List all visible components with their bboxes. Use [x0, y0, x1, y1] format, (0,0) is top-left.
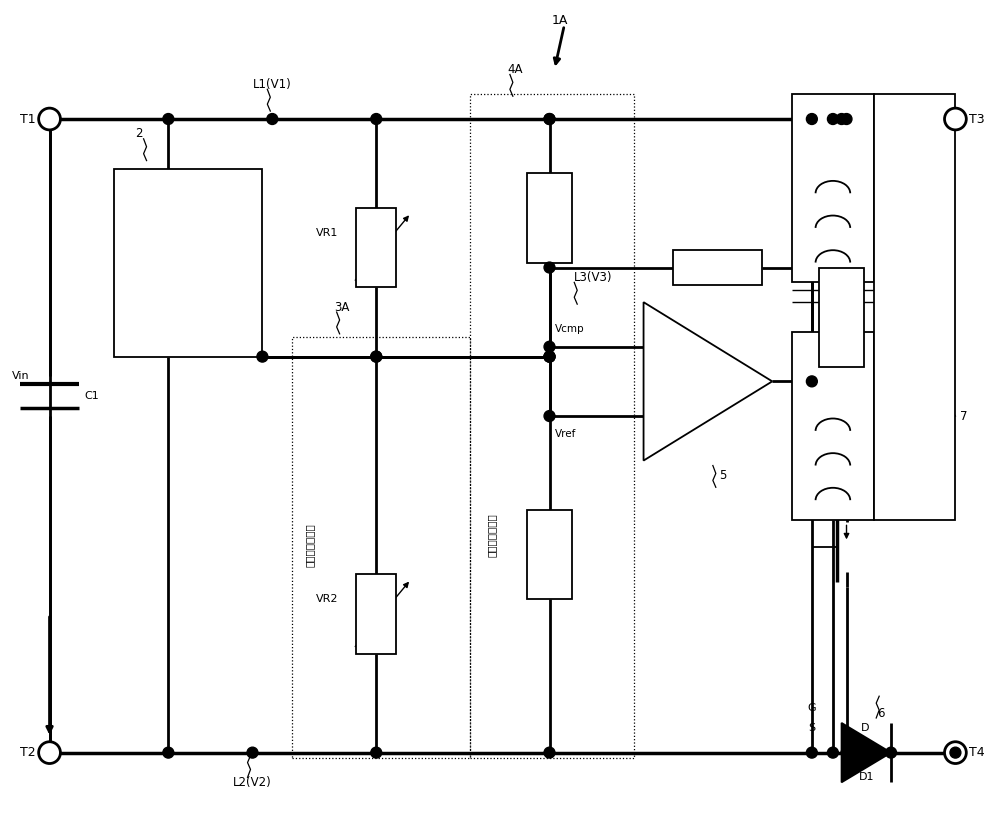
Circle shape: [371, 351, 382, 362]
Circle shape: [827, 747, 838, 758]
Circle shape: [39, 108, 60, 130]
Text: Out: Out: [200, 339, 216, 349]
Circle shape: [371, 114, 382, 125]
Text: 电压: 电压: [181, 251, 196, 264]
Text: 5: 5: [719, 469, 726, 482]
Text: 7: 7: [960, 410, 968, 422]
Polygon shape: [842, 723, 891, 782]
Text: 3A: 3A: [334, 301, 349, 314]
Circle shape: [836, 114, 847, 125]
Text: T4: T4: [969, 747, 985, 759]
Bar: [356, 574, 396, 654]
Text: R3: R3: [542, 212, 557, 225]
Text: T1: T1: [20, 113, 36, 125]
Circle shape: [163, 747, 174, 758]
Text: VR1: VR1: [316, 228, 339, 238]
Bar: [673, 250, 762, 285]
Circle shape: [827, 114, 838, 125]
Circle shape: [267, 114, 278, 125]
Circle shape: [806, 376, 817, 387]
Text: 基准电位生成部: 基准电位生成部: [305, 522, 315, 567]
Text: L2(V2): L2(V2): [233, 776, 272, 789]
Circle shape: [544, 351, 555, 362]
Circle shape: [806, 114, 817, 125]
Bar: [874, 94, 955, 520]
Text: L1(V1): L1(V1): [253, 78, 292, 91]
Text: 固定: 固定: [181, 222, 196, 234]
Circle shape: [39, 742, 60, 763]
Text: Vref: Vref: [554, 429, 576, 439]
Bar: [819, 268, 864, 366]
Circle shape: [886, 747, 897, 758]
Text: L3(V3): L3(V3): [574, 271, 613, 284]
Bar: [792, 94, 874, 283]
Circle shape: [247, 747, 258, 758]
Text: 1A: 1A: [551, 13, 568, 27]
Bar: [470, 94, 634, 757]
Text: D: D: [861, 723, 870, 733]
Text: 比较电位生成部: 比较电位生成部: [487, 513, 497, 557]
Bar: [792, 332, 874, 520]
Circle shape: [257, 351, 268, 362]
Text: T2: T2: [20, 747, 36, 759]
Bar: [527, 173, 572, 263]
Bar: [292, 337, 470, 757]
Text: Vin: Vin: [12, 371, 30, 381]
Text: D1: D1: [859, 772, 874, 782]
Text: R5: R5: [710, 261, 726, 274]
Text: Vcmp: Vcmp: [554, 324, 584, 334]
Text: +: +: [653, 340, 664, 354]
Text: R6: R6: [834, 310, 849, 324]
Text: G: G: [808, 703, 816, 713]
Circle shape: [544, 351, 555, 362]
Bar: [527, 510, 572, 599]
Bar: [356, 208, 396, 288]
Text: S: S: [808, 723, 815, 733]
Circle shape: [544, 114, 555, 125]
Circle shape: [371, 351, 382, 362]
Circle shape: [544, 341, 555, 352]
Circle shape: [163, 114, 174, 125]
Text: 2: 2: [135, 127, 142, 140]
Text: VR2: VR2: [316, 594, 339, 604]
Circle shape: [544, 747, 555, 758]
Text: 比较器: 比较器: [703, 376, 723, 386]
Text: C1: C1: [84, 391, 99, 401]
Text: 6: 6: [877, 706, 885, 720]
Text: T3: T3: [969, 113, 985, 125]
Text: −: −: [652, 409, 665, 424]
Text: R4: R4: [542, 548, 557, 561]
Circle shape: [950, 747, 961, 758]
Circle shape: [371, 747, 382, 758]
Circle shape: [544, 351, 555, 362]
Circle shape: [841, 747, 852, 758]
Circle shape: [945, 742, 966, 763]
Circle shape: [544, 262, 555, 273]
Circle shape: [544, 410, 555, 421]
Bar: [114, 169, 262, 357]
Text: 4A: 4A: [507, 63, 523, 76]
Circle shape: [806, 747, 817, 758]
Text: 生成部: 生成部: [177, 283, 199, 297]
Circle shape: [544, 114, 555, 125]
Circle shape: [945, 108, 966, 130]
Polygon shape: [644, 302, 772, 461]
Circle shape: [841, 114, 852, 125]
